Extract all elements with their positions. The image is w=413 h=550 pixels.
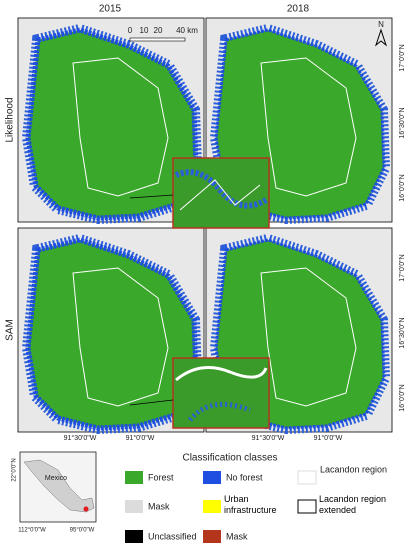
latitude-label: 17°0'0"N <box>398 44 406 71</box>
leader <box>129 194 174 199</box>
latitude-label: 17°0'0"N <box>398 254 406 281</box>
location-map: Mexico 22°0'0"N 112°0'0"W 95°0'0"W <box>12 451 97 534</box>
legend-label: Unclassified <box>148 531 197 541</box>
zoom-top <box>172 157 270 229</box>
country-shape <box>23 459 95 513</box>
legend-label: Forest <box>148 472 174 482</box>
legend-label-box: Lacandon region extended <box>319 494 387 515</box>
legend-title: Classification classes <box>182 453 277 464</box>
legend-label: No forest <box>226 472 263 482</box>
longitude-label: 91°30'0"W <box>64 434 97 442</box>
latitude-label: 16°30'0"N <box>398 107 406 138</box>
longitude-label: 91°0'0"W <box>126 434 155 442</box>
legend-label: Mask <box>148 501 170 511</box>
zoom-detail <box>174 169 268 209</box>
latitude-label: 16°0'0"N <box>398 174 406 201</box>
north-label: N <box>378 20 384 29</box>
inset-lat: 22°0'0"N <box>12 458 18 481</box>
swatch <box>297 470 317 485</box>
country-label: Mexico <box>45 475 67 482</box>
scale-label: 20 <box>154 26 163 35</box>
zoom-detail <box>179 179 261 211</box>
row-title: SAM <box>5 319 16 341</box>
column-title: 2015 <box>99 4 122 15</box>
latitude-label: 16°0'0"N <box>398 384 406 411</box>
swatch <box>203 500 221 513</box>
arrow <box>374 28 388 47</box>
scale-bar: 0 10 20 40 km <box>128 26 198 42</box>
leader <box>129 399 174 406</box>
zoom-detail <box>188 401 251 422</box>
legend-label-box: Urban infrastructure <box>224 494 277 515</box>
legend-label: Lacandon region extended <box>319 494 387 515</box>
site-marker <box>83 506 89 512</box>
swatch <box>203 530 221 543</box>
swatch <box>125 530 143 543</box>
north-arrow: N <box>374 20 388 47</box>
latitude-label: 16°30'0"N <box>398 317 406 348</box>
legend-label: Urban infrastructure <box>224 494 277 515</box>
swatch <box>125 471 143 484</box>
legend-label: Lacandon region <box>320 464 387 474</box>
legend-label: Mask <box>226 531 248 541</box>
swatch <box>203 471 221 484</box>
inset-lon: 112°0'0"W <box>18 528 46 534</box>
longitude-label: 91°0'0"W <box>314 434 343 442</box>
swatch <box>297 499 317 514</box>
scale-label: 40 km <box>176 26 198 35</box>
scale-label: 0 <box>128 26 133 35</box>
legend: Classification classes Forest No forest … <box>125 453 387 543</box>
scale-bar-box <box>129 37 186 42</box>
longitude-label: 91°30'0"W <box>252 434 285 442</box>
row-title: Likelihood <box>5 97 16 142</box>
swatch <box>125 500 143 513</box>
inset-lon: 95°0'0"W <box>70 528 95 534</box>
zoom-insets <box>129 157 270 429</box>
zoom-detail <box>175 366 268 382</box>
scale-label: 10 <box>140 26 149 35</box>
coordinates: 17°0'0"N 16°30'0"N 16°0'0"N 17°0'0"N 16°30'0… <box>64 44 406 441</box>
column-title: 2018 <box>287 4 310 15</box>
